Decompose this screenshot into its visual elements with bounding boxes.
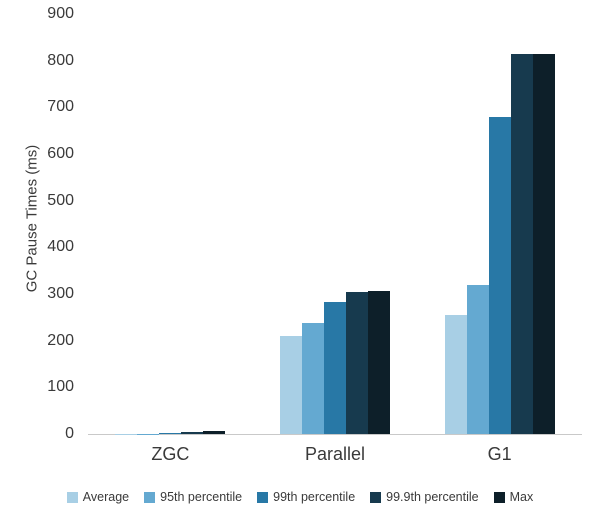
y-tick-700: 700 bbox=[47, 98, 74, 116]
y-tick-100: 100 bbox=[47, 378, 74, 396]
legend-item-99th-percentile: 99th percentile bbox=[257, 490, 355, 504]
legend-label-99-9th-percentile: 99.9th percentile bbox=[386, 490, 479, 504]
legend-swatch-max bbox=[493, 491, 505, 503]
legend-swatch-95th-percentile bbox=[144, 491, 156, 503]
legend: Average 95th percentile 99th percentile 99.… bbox=[0, 490, 600, 504]
x-axis-labels: ZGC Parallel G1 bbox=[88, 444, 582, 465]
bar-g1-max bbox=[532, 53, 555, 434]
y-tick-900: 900 bbox=[47, 5, 74, 22]
bar-g1-average bbox=[444, 315, 467, 434]
legend-item-average: Average bbox=[66, 490, 130, 504]
x-label-parallel: Parallel bbox=[304, 444, 365, 464]
plot-area bbox=[88, 14, 582, 435]
x-label-g1: G1 bbox=[487, 444, 512, 464]
legend-item-95th-percentile: 95th percentile bbox=[144, 490, 242, 504]
bar-group-zgc bbox=[114, 14, 226, 434]
legend-item-max: Max bbox=[493, 490, 534, 504]
y-axis-ticks: 0 100 200 300 400 500 600 700 800 900 bbox=[0, 5, 80, 442]
bar-parallel-99-9th-percentile bbox=[345, 291, 368, 434]
legend-label-95th-percentile: 95th percentile bbox=[160, 490, 243, 504]
bar-parallel-max bbox=[367, 290, 390, 434]
legend-label-average: Average bbox=[82, 490, 130, 504]
bar-zgc-99-9th-percentile bbox=[181, 432, 204, 434]
bar-zgc-99th-percentile bbox=[159, 433, 182, 434]
y-tick-800: 800 bbox=[47, 51, 74, 69]
y-tick-400: 400 bbox=[47, 238, 74, 256]
bar-group-g1 bbox=[444, 14, 556, 434]
bar-g1-99-9th-percentile bbox=[510, 53, 533, 434]
x-label-zgc: ZGC bbox=[151, 444, 190, 464]
legend-swatch-average bbox=[66, 491, 78, 503]
legend-label-99th-percentile: 99th percentile bbox=[273, 490, 356, 504]
legend-swatch-99th-percentile bbox=[257, 491, 269, 503]
y-tick-500: 500 bbox=[47, 191, 74, 209]
legend-swatch-99-9th-percentile bbox=[370, 491, 382, 503]
bar-parallel-average bbox=[279, 336, 302, 434]
bar-zgc-max bbox=[203, 430, 226, 434]
y-tick-600: 600 bbox=[47, 145, 74, 163]
bar-group-parallel bbox=[279, 14, 391, 434]
bar-g1-99th-percentile bbox=[488, 116, 511, 434]
bar-parallel-99th-percentile bbox=[323, 301, 346, 434]
legend-item-99-9th-percentile: 99.9th percentile bbox=[370, 490, 479, 504]
bar-parallel-95th-percentile bbox=[301, 322, 324, 434]
y-tick-200: 200 bbox=[47, 331, 74, 349]
y-tick-300: 300 bbox=[47, 285, 74, 303]
bar-g1-95th-percentile bbox=[466, 284, 489, 434]
legend-label-max: Max bbox=[509, 490, 534, 504]
y-tick-0: 0 bbox=[65, 425, 74, 442]
